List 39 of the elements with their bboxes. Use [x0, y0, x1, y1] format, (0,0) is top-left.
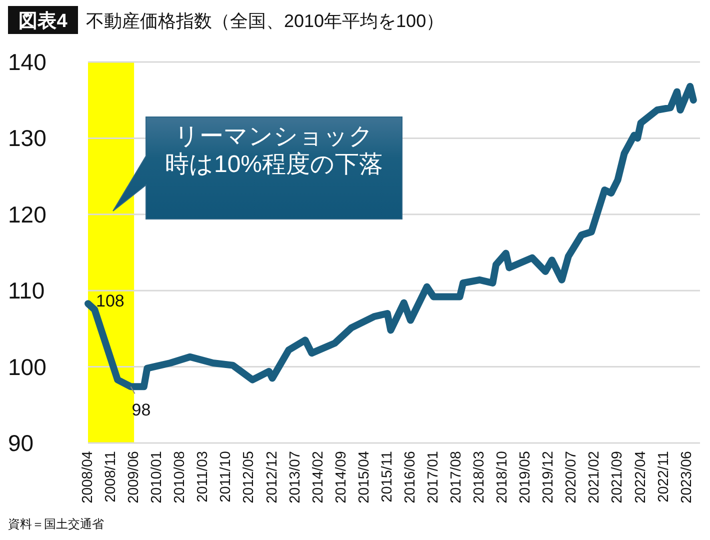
x-tick-label: 2010/08 — [172, 451, 188, 504]
y-tick-label: 110 — [8, 278, 45, 304]
x-tick-label: 2014/09 — [333, 451, 350, 504]
y-tick-label: 120 — [8, 201, 46, 228]
x-tick-label: 2018/03 — [472, 451, 488, 504]
annotation: 108 — [96, 292, 124, 311]
x-tick-label: 2018/10 — [494, 451, 511, 504]
x-tick-label: 2015/04 — [356, 451, 372, 504]
x-tick-label: 2009/06 — [126, 451, 142, 504]
x-tick-label: 2008/11 — [103, 451, 120, 502]
x-tick-label: 2011/10 — [218, 451, 234, 502]
x-tick-label: 2013/07 — [287, 451, 304, 504]
x-tick-label: 2014/02 — [310, 451, 326, 504]
x-tick-label: 2023/06 — [678, 451, 695, 504]
x-tick-label: 2012/05 — [241, 451, 258, 504]
x-tick-label: 2019/05 — [518, 451, 534, 504]
x-tick-label: 2021/09 — [610, 451, 626, 504]
badge: 図表4 — [8, 6, 78, 34]
x-tick-label: 2015/11 — [379, 451, 396, 502]
x-tick-label: 2022/11 — [656, 451, 672, 502]
y-tick-label: 140 — [8, 49, 46, 75]
callout: リーマンショック時は10%程度の下落 — [112, 116, 402, 220]
y-tick-label: 90 — [8, 430, 34, 456]
x-tick-label: 2017/08 — [448, 451, 465, 504]
x-tick-label: 2022/04 — [632, 451, 649, 504]
chart-title: 不動産価格指数（全国、2010年平均を100） — [86, 11, 444, 31]
x-tick-label: 2017/01 — [425, 451, 442, 504]
y-tick-label: 130 — [8, 125, 46, 152]
x-tick-label: 2019/12 — [540, 451, 557, 504]
x-tick-label: 2008/04 — [80, 451, 96, 504]
x-tick-label: 2010/01 — [149, 451, 166, 504]
x-tick-label: 2012/12 — [264, 451, 280, 504]
annotation: リーマンショック時は10%程度の下落 — [164, 123, 384, 178]
text: 資料＝国土交通省 — [8, 517, 104, 531]
x-tick-label: 2016/06 — [402, 451, 418, 504]
x-tick-label: 2020/07 — [564, 451, 580, 504]
y-tick-label: 100 — [8, 354, 46, 380]
x-tick-label: 2011/03 — [195, 451, 212, 502]
x-tick-label: 2021/02 — [586, 451, 603, 504]
